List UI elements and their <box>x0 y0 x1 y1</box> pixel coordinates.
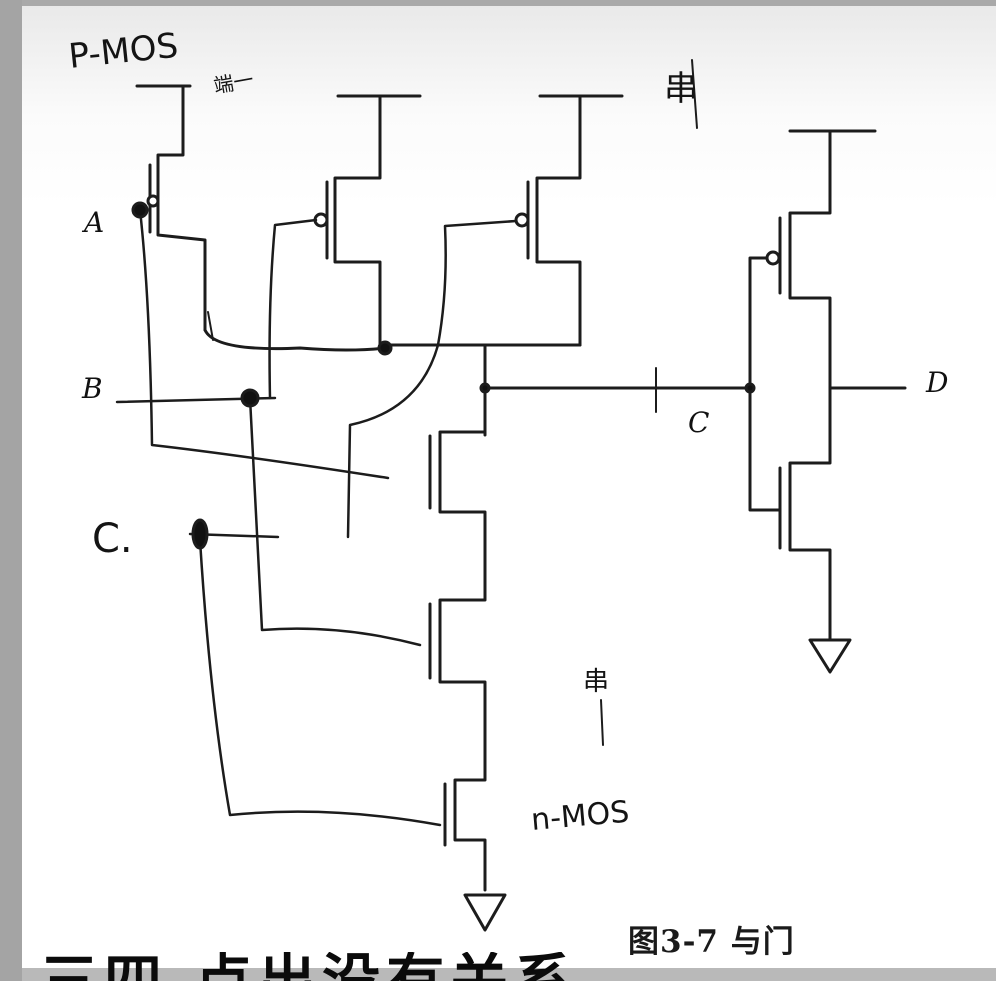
pmos-transistor-1 <box>135 84 207 332</box>
pmos-transistor-2 <box>313 94 422 347</box>
top-right-note: 串 <box>664 69 698 109</box>
input-wires <box>115 208 518 827</box>
ground-1 <box>463 893 507 932</box>
label-input-c: C. <box>92 516 133 562</box>
inverter <box>748 129 907 674</box>
pmos-transistor-3 <box>514 94 624 347</box>
left-border <box>0 0 22 981</box>
pmos-annotation: P-MOS <box>67 26 180 77</box>
nmos-annotation: n-MOS <box>530 795 631 838</box>
label-node-c: C <box>688 406 709 439</box>
figure-caption: 图3-7 与门 <box>628 924 795 960</box>
mid-note: 串 <box>583 667 609 697</box>
video-subtitle: 三四 点出没有关系 <box>40 952 740 981</box>
top-border <box>0 0 996 6</box>
label-input-b: B <box>81 372 103 405</box>
top-note: 端一 <box>212 67 256 98</box>
label-input-a: A <box>81 206 104 239</box>
nmos-stack <box>428 386 487 892</box>
node-c-wire <box>483 343 752 437</box>
label-output-d: D <box>925 366 948 399</box>
paper-background <box>22 6 996 968</box>
